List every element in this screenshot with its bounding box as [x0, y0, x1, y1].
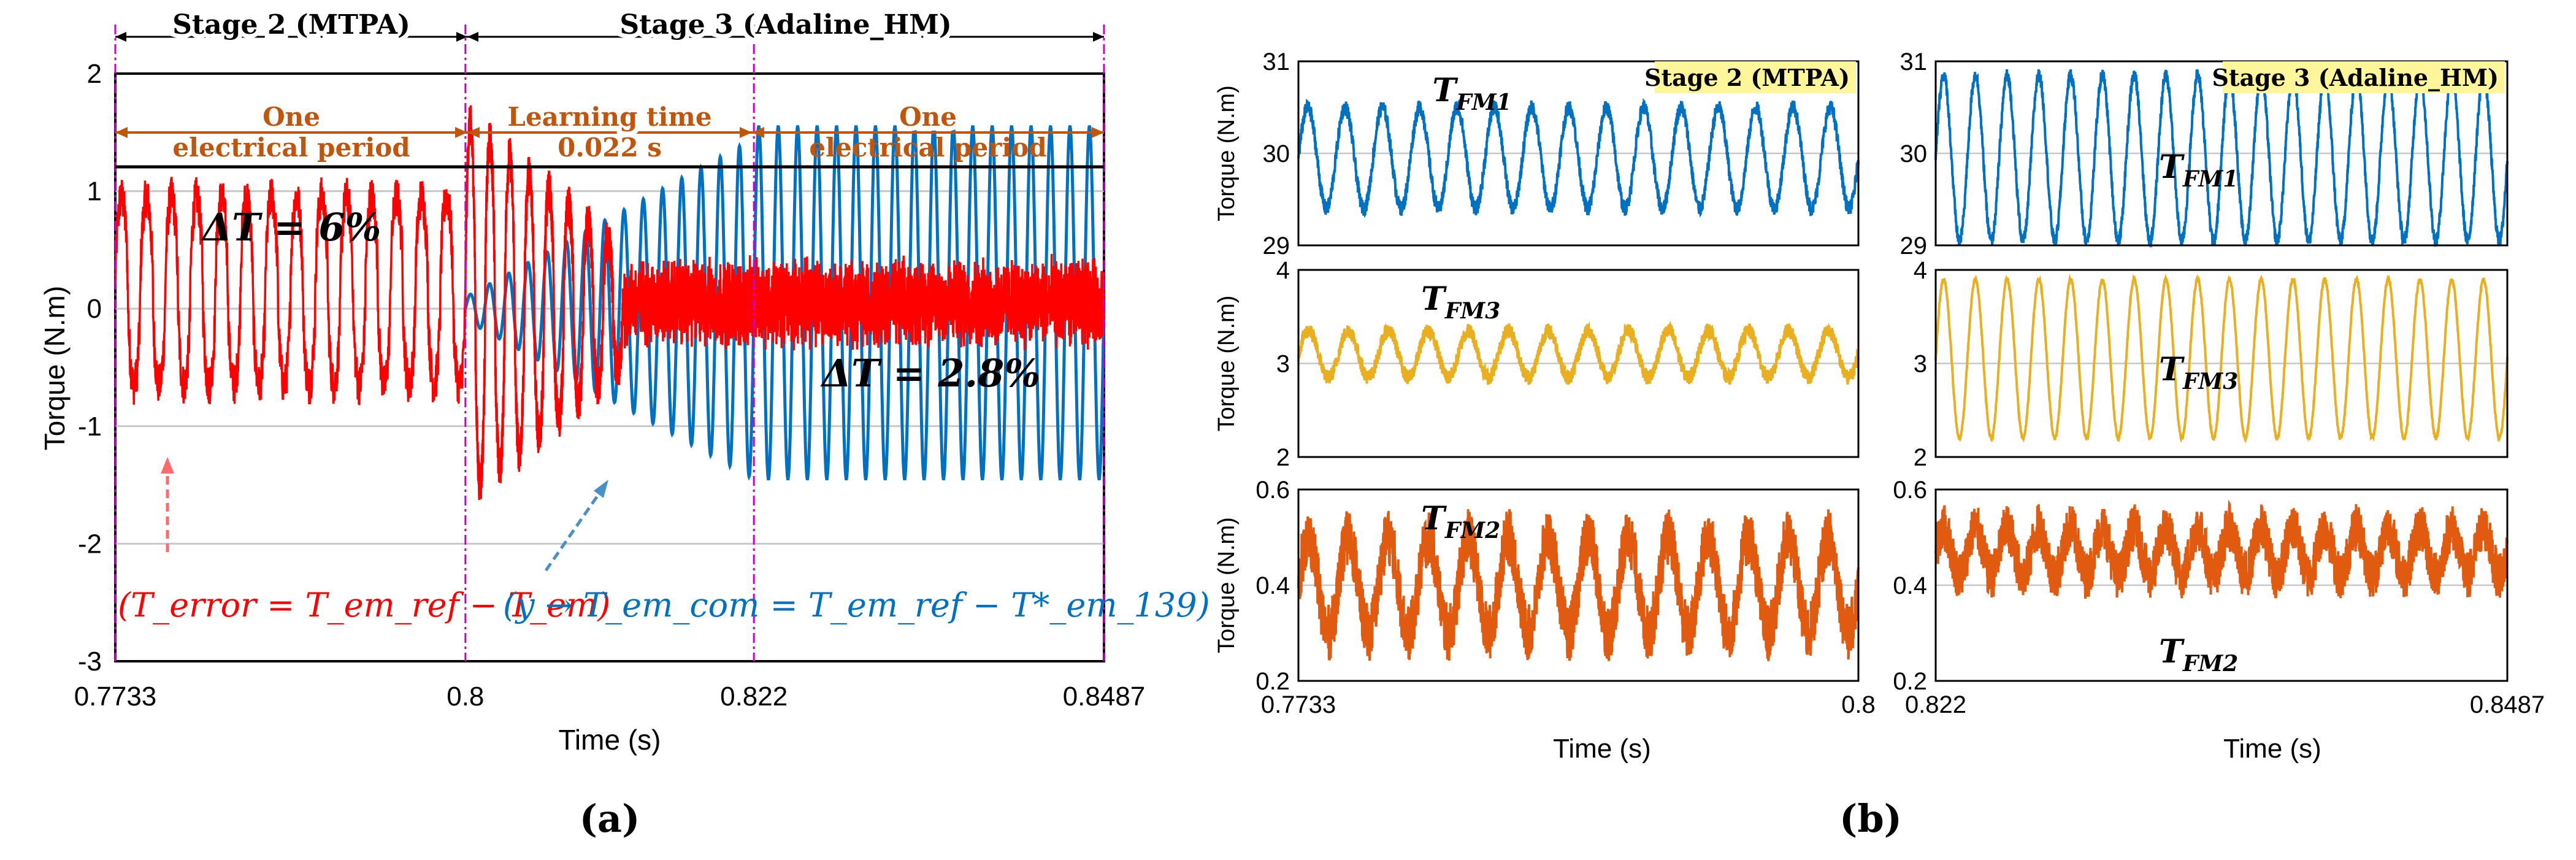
stage-boundaries — [114, 25, 1105, 661]
period-annotations: One electrical period Learning time 0.02… — [115, 97, 1104, 163]
panel-a-y-ticks: -3 -2 -1 0 1 2 — [78, 59, 102, 677]
period-2-line1: Learning time — [507, 102, 711, 132]
subplot-frame — [1934, 60, 2509, 247]
x-tick-label: 0.7733 — [74, 681, 157, 712]
y-axis-label: Torque (N.m) — [1214, 517, 1240, 653]
x-tick-label: 0.8487 — [2470, 691, 2545, 718]
y-axis-label: Torque (N.m) — [1214, 85, 1240, 221]
delta-t-stage2: ΔT = 6% — [201, 205, 381, 250]
badge-bg — [2223, 61, 2505, 93]
x-tick-label: 0.8487 — [1063, 681, 1146, 712]
series-t-fm3 — [1934, 274, 2509, 444]
panel-label-a: (a) — [580, 796, 640, 841]
subplot-t-fm1: 29 30 31 Torque (N.m) TFM1 — [1214, 48, 1860, 259]
y-tick-label: 3 — [1914, 351, 1927, 378]
equation-com: (y → T_em_com = T_em_ref − T*_em_139) — [503, 586, 1210, 624]
badge-text: Stage 2 (MTPA) — [1644, 64, 1850, 91]
subplot-frame — [1297, 60, 1860, 247]
subplot-frame — [1297, 269, 1860, 458]
panel-a-x-ticks: 0.7733 0.8 0.822 0.8487 — [74, 681, 1146, 712]
y-tick-label: 4 — [1276, 257, 1290, 284]
panel-label-b: (b) — [1839, 796, 1902, 841]
error-arrow — [161, 457, 174, 552]
subplot-frame — [1934, 488, 2509, 682]
series-t-fm1 — [1934, 69, 2509, 248]
y-tick-label: 4 — [1914, 257, 1927, 284]
y-tick-label: 31 — [1900, 48, 1928, 75]
panel-b: 29 30 31 Torque (N.m) TFM1 2 3 4 Torque (N.m) TFM… — [1214, 48, 2545, 841]
series-label-t-fm1: TFM1 — [1432, 72, 1511, 115]
period-3-line2: electrical period — [809, 132, 1046, 163]
y-tick-label: 0.4 — [1893, 572, 1927, 599]
panel-b-left: 29 30 31 Torque (N.m) TFM1 2 3 4 Torque (N.m) TFM… — [1214, 48, 1876, 718]
panel-b-right-xlabel: Time (s) — [2223, 734, 2321, 764]
y-tick-label: 2 — [1276, 444, 1290, 471]
stage-badge: Stage 2 (MTPA) — [1644, 61, 1856, 93]
y-tick-label: 29 — [1900, 232, 1928, 259]
y-tick-label: 31 — [1263, 48, 1290, 75]
stage-header: Stage 2 (MTPA) Stage 3 (Adaline_HM) — [115, 5, 1104, 169]
panel-b-left-xlabel: Time (s) — [1553, 734, 1651, 764]
y-tick-label: -2 — [78, 529, 102, 559]
stage-badge: Stage 3 (Adaline_HM) — [2212, 61, 2505, 93]
subplot-t-fm3: 2 3 4 TFM3 — [1914, 257, 2509, 471]
period-3-line1: One — [899, 102, 957, 132]
y-tick-label: 2 — [1914, 444, 1927, 471]
series-label-t-fm1: TFM1 — [2159, 148, 2238, 192]
subplot-t-fm2: 0.2 0.4 0.6 TFM2 — [1893, 477, 2509, 695]
stage-2-label: Stage 2 (MTPA) — [172, 9, 410, 40]
com-arrow — [544, 480, 608, 572]
period-2-line2: 0.022 s — [558, 132, 662, 163]
subplot-frame — [1934, 269, 2509, 458]
y-tick-label: 0.2 — [1255, 668, 1290, 695]
badge-text: Stage 3 (Adaline_HM) — [2212, 64, 2499, 91]
x-tick-label: 0.822 — [720, 681, 788, 712]
subplot-t-fm3: 2 3 4 Torque (N.m) TFM3 — [1214, 257, 1860, 471]
y-tick-label: 3 — [1276, 351, 1290, 378]
y-tick-label: 0.4 — [1255, 572, 1290, 599]
y-axis-label: Torque (N.m) — [1214, 296, 1240, 432]
stage-3-label: Stage 3 (Adaline_HM) — [619, 9, 951, 40]
y-tick-label: 2 — [87, 59, 102, 89]
x-tick-label: 0.7733 — [1261, 691, 1336, 718]
x-tick-label: 0.8 — [1841, 691, 1876, 718]
y-tick-label: -1 — [78, 412, 102, 442]
y-tick-label: 0.2 — [1893, 668, 1927, 695]
y-tick-label: -3 — [78, 647, 102, 677]
badge-bg — [1655, 61, 1856, 93]
series-label-t-fm3: TFM3 — [2159, 351, 2238, 394]
delta-t-stage3: ΔT = 2.8% — [820, 351, 1040, 396]
y-tick-label: 0.6 — [1255, 477, 1290, 504]
panel-a-series — [114, 105, 1106, 501]
panel-a-xlabel: Time (s) — [559, 724, 661, 756]
series-t-error — [114, 105, 1105, 501]
y-tick-label: 30 — [1263, 140, 1290, 167]
series-label-t-fm3: TFM3 — [1421, 280, 1500, 324]
period-1-line2: electrical period — [172, 132, 410, 163]
subplot-t-fm1: 29 30 31 TFM1 — [1900, 48, 2509, 259]
panel-a-ylabel: Torque (N.m) — [39, 286, 71, 450]
x-tick-label: 0.8 — [447, 681, 484, 712]
series-label-t-fm2: TFM2 — [1421, 500, 1500, 543]
subplot-frame — [1297, 488, 1860, 682]
equation-error: (T_error = T_em_ref − T_em) — [118, 586, 610, 624]
series-label-t-fm2: TFM2 — [2159, 633, 2238, 677]
panel-a: Stage 2 (MTPA) Stage 3 (Adaline_HM) One … — [39, 5, 1210, 841]
y-tick-label: 1 — [87, 177, 102, 207]
x-tick-label: 0.822 — [1905, 691, 1966, 718]
series-t-fm3 — [1297, 320, 1860, 386]
y-tick-label: 0 — [87, 294, 102, 324]
subplot-t-fm2: 0.2 0.4 0.6 Torque (N.m) TFM2 — [1214, 477, 1860, 695]
y-tick-label: 0.6 — [1893, 477, 1927, 504]
y-tick-label: 30 — [1900, 140, 1928, 167]
period-1-line1: One — [263, 102, 320, 132]
series-t-fm2 — [1297, 509, 1860, 661]
panel-b-right: 29 30 31 TFM1 2 3 4 TFM3 0.2 0.4 0.6 TFM2 Stage 3 (A… — [1893, 48, 2545, 718]
series-t-fm2 — [1934, 499, 2509, 599]
series-t-fm1 — [1297, 98, 1860, 218]
y-tick-label: 29 — [1263, 232, 1290, 259]
